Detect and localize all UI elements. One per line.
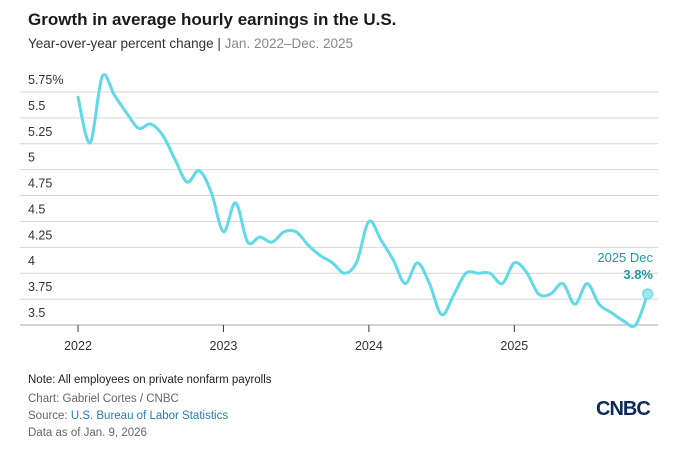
last-point-marker: [642, 288, 654, 300]
y-tick-label: 3.75: [28, 280, 52, 294]
y-tick-label: 4: [28, 254, 35, 268]
source-link[interactable]: U.S. Bureau of Labor Statistics: [70, 410, 229, 422]
y-tick-label: 5.5: [28, 99, 45, 113]
x-tick-label: 2023: [210, 339, 238, 353]
y-tick-label: 4.25: [28, 228, 52, 242]
subtitle-separator: |: [217, 36, 221, 51]
x-tick-label: 2022: [64, 339, 92, 353]
annotation-label: 2025 Dec: [597, 250, 653, 265]
subtitle-text: Year-over-year percent change: [28, 36, 214, 51]
footer-data-date: Data as of Jan. 9, 2026: [28, 427, 147, 439]
x-tick-label: 2025: [500, 339, 528, 353]
y-tick-label: 5: [28, 151, 35, 165]
chart-subtitle: Year-over-year percent change | Jan. 202…: [28, 36, 353, 51]
annotation-value: 3.8%: [623, 267, 653, 282]
y-tick-label: 4.75: [28, 177, 52, 191]
y-tick-label: 5.25: [28, 125, 52, 139]
footer-credit: Chart: Gabriel Cortes / CNBC: [28, 393, 179, 405]
y-tick-label: 5.75%: [28, 73, 63, 87]
line-chart: 3.5 3.75 4 4.25 4.5 4.75 5 5.25 5.5 5.75% 2022 2023…: [20, 73, 658, 353]
series-line: [76, 73, 650, 329]
footer-source: Source: U.S. Bureau of Labor Statistics: [28, 410, 228, 422]
cnbc-logo: CNBC: [596, 398, 651, 420]
footer-note: Note: All employees on private nonfarm p…: [28, 374, 272, 386]
chart-title: Growth in average hourly earnings in the…: [28, 10, 397, 29]
subtitle-range: Jan. 2022–Dec. 2025: [224, 36, 354, 51]
y-tick-label: 3.5: [28, 306, 45, 320]
y-tick-label: 4.5: [28, 202, 45, 216]
x-tick-label: 2024: [355, 339, 383, 353]
source-prefix: Source:: [28, 410, 71, 422]
